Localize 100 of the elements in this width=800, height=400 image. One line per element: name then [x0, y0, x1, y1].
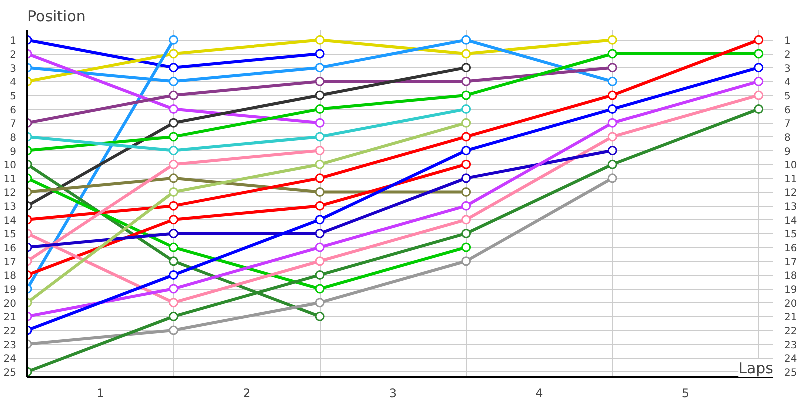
point: [462, 201, 472, 211]
y2-tick-label: 6: [784, 105, 791, 116]
point: [608, 118, 618, 128]
y-tick-label: 2: [10, 50, 17, 61]
y2-tick-label: 16: [784, 244, 798, 255]
y-tick-label: 6: [10, 105, 17, 116]
y-tick-label: 17: [4, 257, 17, 268]
x-tick-label: 4: [536, 386, 544, 400]
point: [462, 76, 472, 86]
y-tick-label: 18: [4, 271, 17, 282]
point: [315, 104, 325, 114]
point: [608, 160, 618, 170]
x-tick-label: 5: [682, 386, 690, 400]
point: [315, 160, 325, 170]
point: [608, 174, 618, 184]
point: [608, 104, 618, 114]
point: [315, 270, 325, 280]
point: [315, 76, 325, 86]
point: [315, 298, 325, 308]
y-tick-label: 24: [4, 354, 17, 366]
point: [462, 132, 472, 142]
point: [462, 63, 472, 73]
y-tick-label: 1: [10, 36, 17, 48]
y2-tick-label: 7: [784, 119, 791, 130]
point: [608, 49, 618, 59]
point: [462, 228, 472, 238]
point: [169, 76, 179, 86]
point: [169, 132, 179, 142]
y-tick-label: 13: [4, 202, 17, 214]
y2-tick-label: 25: [784, 368, 798, 379]
point: [315, 35, 325, 45]
y-tick-label: 23: [4, 340, 17, 352]
point: [169, 160, 179, 170]
y-tick-label: 11: [4, 174, 17, 186]
x-tick-label: 1: [96, 386, 104, 400]
y-tick-label: 10: [4, 160, 17, 172]
point: [462, 35, 472, 45]
y2-tick-label: 15: [784, 230, 798, 241]
point: [462, 146, 472, 156]
y2-tick-label: 2: [784, 50, 791, 61]
point: [315, 188, 325, 197]
point: [315, 312, 325, 322]
y2-tick-label: 19: [784, 285, 798, 296]
y-tick-label: 5: [10, 91, 17, 102]
point: [315, 118, 325, 128]
point: [754, 49, 764, 59]
point: [169, 188, 179, 197]
point: [315, 63, 325, 73]
y-tick-label: 3: [10, 64, 17, 75]
point: [754, 104, 764, 114]
y-tick-label: 4: [10, 78, 17, 89]
y-axis-title: Position: [28, 8, 86, 26]
point: [462, 104, 472, 114]
point: [462, 118, 472, 128]
point: [462, 242, 472, 252]
point: [462, 160, 472, 170]
y-tick-label: 14: [4, 216, 17, 227]
y2-tick-label: 3: [784, 64, 791, 75]
point: [169, 49, 179, 59]
y-tick-label: 9: [10, 146, 17, 158]
y2-tick-label: 5: [784, 91, 791, 102]
point: [608, 132, 618, 142]
point: [315, 146, 325, 156]
point: [315, 49, 325, 59]
y2-tick-label: 17: [784, 257, 798, 268]
y-tick-label: 22: [4, 326, 17, 338]
point: [462, 256, 472, 266]
point: [315, 242, 325, 252]
y2-tick-label: 24: [784, 354, 798, 366]
point: [315, 284, 325, 294]
point: [169, 104, 179, 114]
x-axis-title: Laps: [738, 360, 774, 378]
y2-tick-label: 21: [784, 312, 798, 324]
y2-tick-label: 10: [784, 160, 798, 172]
x-tick-label: 2: [243, 386, 251, 400]
y2-tick-label: 8: [784, 132, 791, 144]
y-tick-label: 20: [4, 298, 17, 310]
point: [315, 256, 325, 266]
y-tick-label: 12: [4, 188, 17, 200]
point: [169, 256, 179, 266]
y-tick-label: 19: [4, 285, 17, 296]
point: [315, 201, 325, 211]
point: [754, 90, 764, 100]
point: [608, 146, 618, 156]
point: [462, 188, 472, 197]
point: [169, 312, 179, 322]
y2-tick-label: 11: [784, 174, 798, 186]
y2-tick-label: 20: [784, 298, 798, 310]
y2-tick-label: 1: [784, 36, 791, 48]
point: [315, 174, 325, 184]
x-tick-label: 3: [389, 386, 398, 400]
point: [169, 90, 179, 100]
point: [315, 90, 325, 100]
point: [169, 63, 179, 73]
y-tick-label: 8: [10, 132, 17, 144]
point: [315, 228, 325, 238]
point: [169, 298, 179, 308]
y2-tick-label: 18: [784, 271, 798, 282]
y-tick-label: 21: [4, 312, 17, 324]
point: [315, 132, 325, 142]
